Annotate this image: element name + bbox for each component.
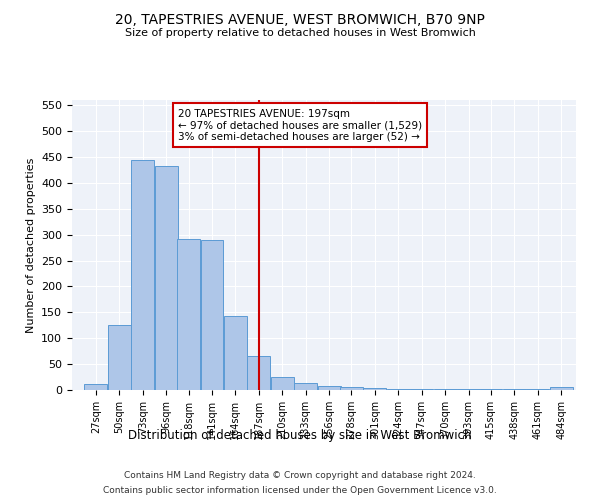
Bar xyxy=(247,356,270,390)
Text: Contains HM Land Registry data © Crown copyright and database right 2024.: Contains HM Land Registry data © Crown c… xyxy=(124,471,476,480)
Bar xyxy=(340,388,363,390)
Bar xyxy=(294,383,317,390)
Bar xyxy=(85,384,107,390)
Bar xyxy=(155,166,178,390)
Bar xyxy=(224,316,247,390)
Bar xyxy=(364,388,386,390)
Bar xyxy=(177,239,200,390)
Text: Size of property relative to detached houses in West Bromwich: Size of property relative to detached ho… xyxy=(125,28,475,38)
Bar xyxy=(200,240,223,390)
Y-axis label: Number of detached properties: Number of detached properties xyxy=(26,158,35,332)
Bar xyxy=(108,326,131,390)
Text: Distribution of detached houses by size in West Bromwich: Distribution of detached houses by size … xyxy=(128,428,472,442)
Bar xyxy=(550,388,572,390)
Bar xyxy=(317,386,341,390)
Bar xyxy=(271,376,294,390)
Text: 20, TAPESTRIES AVENUE, WEST BROMWICH, B70 9NP: 20, TAPESTRIES AVENUE, WEST BROMWICH, B7… xyxy=(115,12,485,26)
Text: 20 TAPESTRIES AVENUE: 197sqm
← 97% of detached houses are smaller (1,529)
3% of : 20 TAPESTRIES AVENUE: 197sqm ← 97% of de… xyxy=(178,108,422,142)
Bar xyxy=(131,160,154,390)
Text: Contains public sector information licensed under the Open Government Licence v3: Contains public sector information licen… xyxy=(103,486,497,495)
